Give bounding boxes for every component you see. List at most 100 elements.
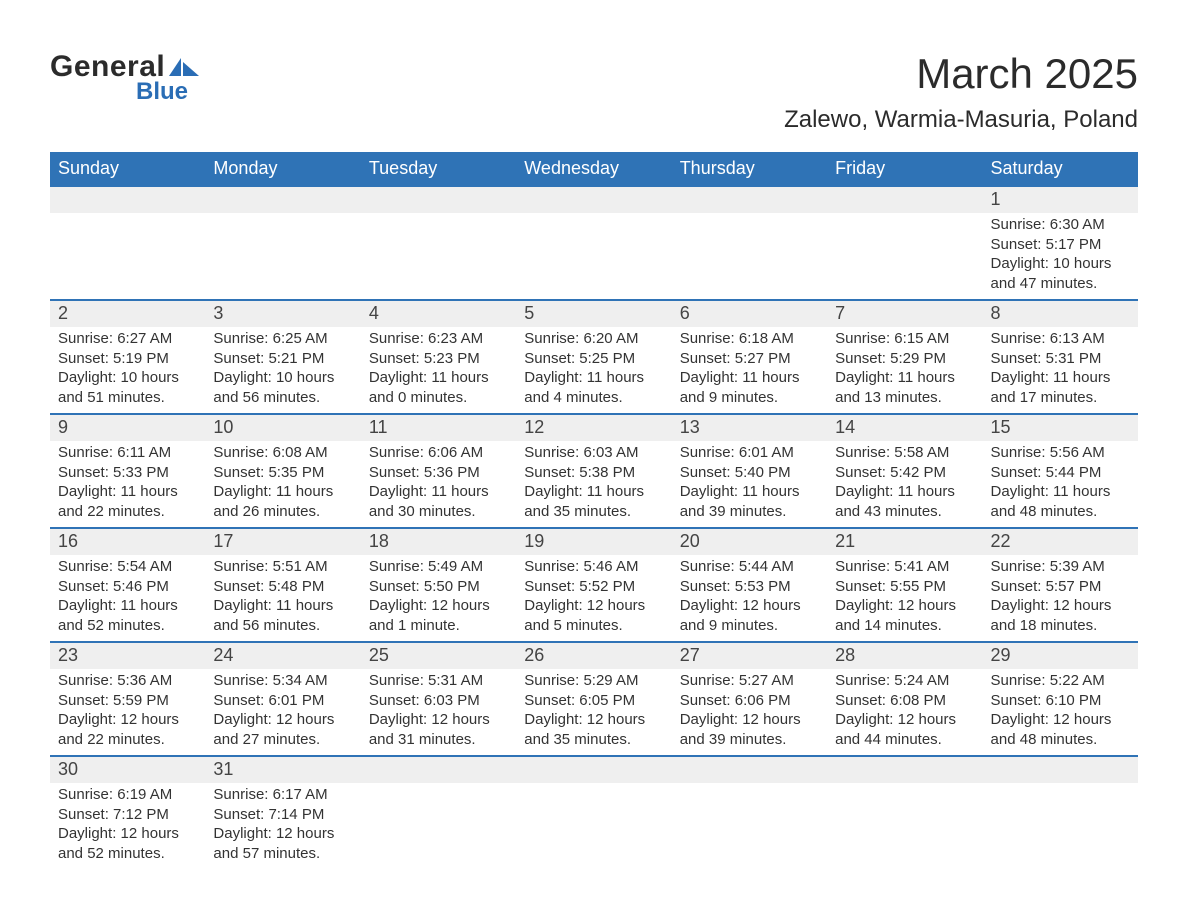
- detail-sunrise: Sunrise: 6:13 AM: [991, 329, 1130, 349]
- detail-daylight2: and 5 minutes.: [524, 616, 663, 636]
- detail-daylight1: Daylight: 12 hours: [213, 710, 352, 730]
- day-details: Sunrise: 5:51 AMSunset: 5:48 PMDaylight:…: [205, 555, 360, 641]
- detail-sunset: Sunset: 5:29 PM: [835, 349, 974, 369]
- day-details: Sunrise: 5:24 AMSunset: 6:08 PMDaylight:…: [827, 669, 982, 755]
- detail-sunrise: Sunrise: 6:20 AM: [524, 329, 663, 349]
- day-details: Sunrise: 6:01 AMSunset: 5:40 PMDaylight:…: [672, 441, 827, 527]
- day-details: Sunrise: 5:56 AMSunset: 5:44 PMDaylight:…: [983, 441, 1138, 527]
- day-number: 30: [50, 757, 205, 783]
- week-daynum-row: 2345678: [50, 300, 1138, 327]
- detail-daylight2: and 35 minutes.: [524, 730, 663, 750]
- day-number: [983, 757, 1138, 783]
- week-daynum-row: 23242526272829: [50, 642, 1138, 669]
- detail-sunrise: Sunrise: 6:25 AM: [213, 329, 352, 349]
- detail-sunset: Sunset: 5:19 PM: [58, 349, 197, 369]
- detail-sunrise: Sunrise: 5:31 AM: [369, 671, 508, 691]
- detail-sunrise: Sunrise: 6:06 AM: [369, 443, 508, 463]
- day-number: 19: [516, 529, 671, 555]
- week-daynum-row: 1: [50, 186, 1138, 213]
- day-number: 18: [361, 529, 516, 555]
- detail-daylight2: and 27 minutes.: [213, 730, 352, 750]
- day-details: Sunrise: 6:08 AMSunset: 5:35 PMDaylight:…: [205, 441, 360, 527]
- weekday-header: Saturday: [983, 152, 1138, 186]
- detail-daylight1: Daylight: 12 hours: [524, 596, 663, 616]
- day-number: 26: [516, 643, 671, 669]
- day-details: Sunrise: 5:41 AMSunset: 5:55 PMDaylight:…: [827, 555, 982, 641]
- detail-daylight2: and 9 minutes.: [680, 616, 819, 636]
- detail-sunrise: Sunrise: 6:01 AM: [680, 443, 819, 463]
- day-number: [516, 187, 671, 213]
- detail-sunrise: Sunrise: 6:18 AM: [680, 329, 819, 349]
- detail-sunrise: Sunrise: 6:17 AM: [213, 785, 352, 805]
- day-details: Sunrise: 5:22 AMSunset: 6:10 PMDaylight:…: [983, 669, 1138, 755]
- detail-daylight1: Daylight: 12 hours: [524, 710, 663, 730]
- detail-sunrise: Sunrise: 5:22 AM: [991, 671, 1130, 691]
- detail-sunrise: Sunrise: 5:58 AM: [835, 443, 974, 463]
- detail-daylight1: Daylight: 11 hours: [524, 368, 663, 388]
- detail-sunset: Sunset: 6:06 PM: [680, 691, 819, 711]
- detail-sunset: Sunset: 5:33 PM: [58, 463, 197, 483]
- detail-sunrise: Sunrise: 5:34 AM: [213, 671, 352, 691]
- detail-sunrise: Sunrise: 6:19 AM: [58, 785, 197, 805]
- detail-sunrise: Sunrise: 5:36 AM: [58, 671, 197, 691]
- detail-daylight1: Daylight: 11 hours: [991, 368, 1130, 388]
- detail-daylight2: and 0 minutes.: [369, 388, 508, 408]
- day-number: 11: [361, 415, 516, 441]
- detail-sunset: Sunset: 5:53 PM: [680, 577, 819, 597]
- detail-daylight2: and 47 minutes.: [991, 274, 1130, 294]
- day-number: [827, 757, 982, 783]
- detail-sunrise: Sunrise: 5:56 AM: [991, 443, 1130, 463]
- day-number: [672, 757, 827, 783]
- week-detail-row: Sunrise: 5:36 AMSunset: 5:59 PMDaylight:…: [50, 669, 1138, 756]
- weekday-header: Monday: [205, 152, 360, 186]
- detail-daylight2: and 48 minutes.: [991, 730, 1130, 750]
- detail-sunset: Sunset: 5:40 PM: [680, 463, 819, 483]
- detail-daylight1: Daylight: 12 hours: [835, 710, 974, 730]
- day-number: 22: [983, 529, 1138, 555]
- day-number: 24: [205, 643, 360, 669]
- day-details: [983, 783, 1138, 811]
- detail-daylight2: and 51 minutes.: [58, 388, 197, 408]
- title-block: March 2025 Zalewo, Warmia-Masuria, Polan…: [784, 50, 1138, 134]
- day-number: 6: [672, 301, 827, 327]
- detail-sunset: Sunset: 5:35 PM: [213, 463, 352, 483]
- day-details: [672, 783, 827, 811]
- detail-sunset: Sunset: 5:46 PM: [58, 577, 197, 597]
- detail-daylight1: Daylight: 12 hours: [58, 710, 197, 730]
- day-details: Sunrise: 6:25 AMSunset: 5:21 PMDaylight:…: [205, 327, 360, 413]
- detail-sunset: Sunset: 6:08 PM: [835, 691, 974, 711]
- day-number: 27: [672, 643, 827, 669]
- week-detail-row: Sunrise: 5:54 AMSunset: 5:46 PMDaylight:…: [50, 555, 1138, 642]
- day-details: Sunrise: 5:46 AMSunset: 5:52 PMDaylight:…: [516, 555, 671, 641]
- detail-daylight1: Daylight: 11 hours: [680, 368, 819, 388]
- detail-sunrise: Sunrise: 5:29 AM: [524, 671, 663, 691]
- day-details: Sunrise: 5:58 AMSunset: 5:42 PMDaylight:…: [827, 441, 982, 527]
- day-number: 14: [827, 415, 982, 441]
- day-number: [361, 757, 516, 783]
- detail-sunset: Sunset: 5:50 PM: [369, 577, 508, 597]
- detail-daylight1: Daylight: 12 hours: [680, 596, 819, 616]
- detail-daylight1: Daylight: 11 hours: [524, 482, 663, 502]
- detail-daylight2: and 39 minutes.: [680, 730, 819, 750]
- detail-daylight2: and 22 minutes.: [58, 502, 197, 522]
- weekday-header: Tuesday: [361, 152, 516, 186]
- detail-daylight1: Daylight: 11 hours: [835, 482, 974, 502]
- detail-sunset: Sunset: 5:38 PM: [524, 463, 663, 483]
- week-detail-row: Sunrise: 6:27 AMSunset: 5:19 PMDaylight:…: [50, 327, 1138, 414]
- detail-daylight1: Daylight: 10 hours: [58, 368, 197, 388]
- week-daynum-row: 16171819202122: [50, 528, 1138, 555]
- day-number: 9: [50, 415, 205, 441]
- detail-sunset: Sunset: 5:21 PM: [213, 349, 352, 369]
- detail-sunset: Sunset: 5:27 PM: [680, 349, 819, 369]
- weekday-header-row: SundayMondayTuesdayWednesdayThursdayFrid…: [50, 152, 1138, 186]
- day-details: Sunrise: 6:27 AMSunset: 5:19 PMDaylight:…: [50, 327, 205, 413]
- day-details: Sunrise: 6:20 AMSunset: 5:25 PMDaylight:…: [516, 327, 671, 413]
- weekday-header: Wednesday: [516, 152, 671, 186]
- day-number: 23: [50, 643, 205, 669]
- day-details: [827, 213, 982, 241]
- weekday-header: Sunday: [50, 152, 205, 186]
- title-location: Zalewo, Warmia-Masuria, Poland: [784, 106, 1138, 134]
- detail-sunset: Sunset: 5:42 PM: [835, 463, 974, 483]
- day-details: Sunrise: 5:44 AMSunset: 5:53 PMDaylight:…: [672, 555, 827, 641]
- detail-daylight1: Daylight: 11 hours: [991, 482, 1130, 502]
